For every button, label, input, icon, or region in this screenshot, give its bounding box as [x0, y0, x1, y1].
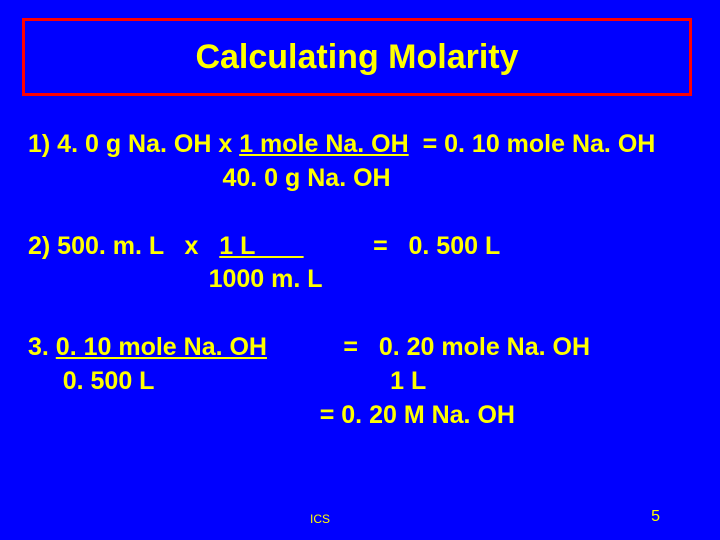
line-2b: 1000 m. L: [28, 263, 655, 297]
line-1a-pre: 1) 4. 0 g Na. OH x: [28, 130, 239, 158]
line-1a-end: = 0. 10 mole Na. OH: [409, 130, 656, 158]
title-box: Calculating Molarity: [22, 18, 692, 96]
slide-number: 5: [651, 508, 660, 526]
spacer-2: [28, 297, 655, 331]
line-2a-pre: 2) 500. m. L x: [28, 232, 219, 260]
line-1a-underline: 1 mole Na. OH: [239, 130, 409, 158]
line-1a: 1) 4. 0 g Na. OH x 1 mole Na. OH = 0. 10…: [28, 128, 655, 162]
slide-title: Calculating Molarity: [195, 38, 518, 77]
line-3b: 0. 500 L 1 L: [28, 365, 655, 399]
line-1b: 40. 0 g Na. OH: [28, 162, 655, 196]
line-3a-pre: 3.: [28, 333, 56, 361]
spacer-1: [28, 196, 655, 230]
line-2a: 2) 500. m. L x 1 L _ = 0. 500 L: [28, 230, 655, 264]
footer-label: ICS: [310, 512, 330, 526]
line-3a-underline: 0. 10 mole Na. OH: [56, 333, 267, 361]
line-3a: 3. 0. 10 mole Na. OH = 0. 20 mole Na. OH: [28, 331, 655, 365]
line-2a-underline: 1 L _: [219, 232, 303, 260]
slide-content: 1) 4. 0 g Na. OH x 1 mole Na. OH = 0. 10…: [28, 128, 655, 432]
line-2a-end: = 0. 500 L: [304, 232, 501, 260]
line-3a-end: = 0. 20 mole Na. OH: [267, 333, 590, 361]
line-3c: = 0. 20 M Na. OH: [28, 399, 655, 433]
